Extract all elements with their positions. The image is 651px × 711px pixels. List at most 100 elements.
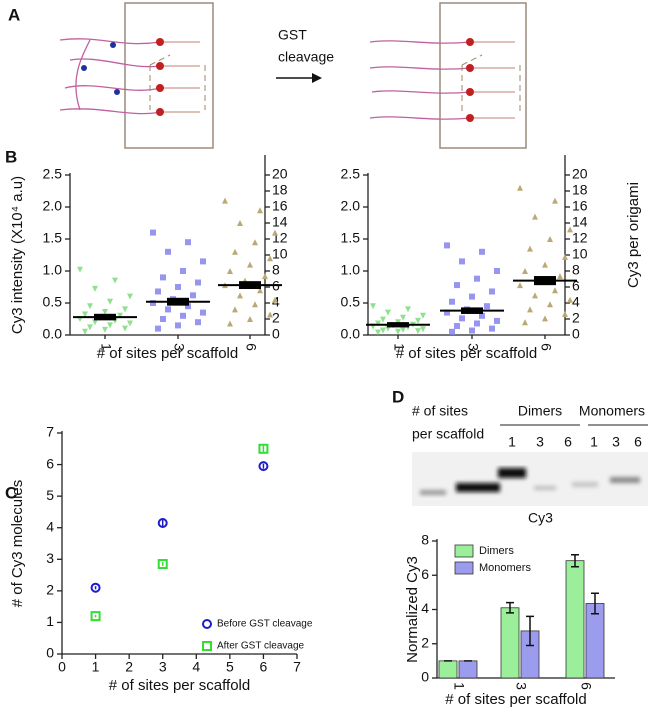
gel-row-label: per scaffold [412,426,484,442]
data-point [272,296,278,303]
legend-label: Monomers [479,562,531,574]
y-tick-label: 1.5 [341,230,361,246]
data-point [127,320,133,327]
y2-tick-label: 14 [572,214,588,230]
data-point [474,275,480,282]
y-tick-label: 0.5 [341,294,361,310]
x-tick-label: 3 [513,682,529,690]
legend-marker [202,641,212,651]
data-point [532,213,538,220]
data-point [542,261,548,268]
data-point [532,292,538,299]
y-tick-label: 2.5 [43,166,63,182]
data-point [567,226,573,233]
data-point [112,277,118,284]
y2-tick-label: 8 [572,262,580,278]
bar [565,560,585,679]
data-point [227,320,233,327]
y-tick-label: 0.0 [43,326,63,342]
y-tick-label: 0 [421,669,429,685]
data-point [195,279,201,286]
data-point [180,312,186,319]
data-point [232,248,238,255]
y2-tick-label: 0 [572,326,580,342]
gel-lane-label: 3 [612,434,620,450]
data-point [150,300,156,306]
data-point [185,303,191,310]
x-axis-label: # of sites per scaffold [445,691,586,708]
y-tick-label: 6 [421,566,429,582]
data-point [247,316,253,322]
data-point [449,298,455,305]
data-point [117,312,123,319]
y2-axis-label: Cy3 per origami [625,182,642,288]
gel-image [412,452,648,506]
data-point [489,288,495,295]
data-point [92,285,98,292]
data-point [272,229,278,236]
data-point [160,316,166,322]
x-tick-label: 1 [92,659,100,675]
data-point [547,301,553,308]
data-point [454,323,460,330]
error-bar [591,592,599,615]
x-tick-label: 1 [98,343,114,351]
x-tick-label: 2 [125,659,133,675]
data-point [155,325,161,332]
data-point [102,308,108,315]
y2-tick-label: 10 [272,246,288,262]
data-point [420,326,426,333]
data-point [395,328,401,335]
y2-tick-label: 2 [272,310,280,326]
x-tick-label: 3 [159,659,167,675]
data-point [107,298,113,305]
data-point [157,517,168,528]
y-tick-label: 1.0 [341,262,361,278]
data-point [77,266,83,273]
gel-group-label: Dimers [518,403,562,419]
data-point [380,316,386,323]
gel-caption: Cy3 [528,510,553,526]
data-point [200,309,206,316]
data-point [459,315,465,322]
data-point [150,229,156,236]
y-tick-label: 0 [46,645,54,661]
panel-label: A [8,5,20,24]
data-point [405,306,411,313]
data-point [449,328,455,335]
data-point [107,322,113,329]
y-tick-label: 7 [46,424,54,440]
scaffold-diagram-after [369,2,527,149]
x-axis-label: # of sites per scaffold [109,677,250,694]
data-point [459,258,465,265]
data-point [87,324,93,331]
y-tick-label: 4 [46,518,54,534]
data-point [522,268,528,274]
arrow-label: cleavage [278,49,334,65]
data-point [552,197,558,204]
data-point [474,320,480,327]
data-point [562,253,568,260]
gel-lane-label: 1 [590,434,598,450]
x-tick-label: 1 [451,682,467,690]
data-point [82,328,88,335]
scaffold-diagram-before [59,2,214,149]
data-point [127,293,133,300]
y-tick-label: 0.0 [341,326,361,342]
y-tick-label: 2.0 [341,198,361,214]
y-tick-label: 2 [421,634,429,650]
y2-tick-label: 6 [572,278,580,294]
x-tick-label: 4 [192,659,200,675]
data-point [165,248,171,255]
data-point [222,197,228,204]
data-point [567,296,573,303]
panel-label: B [5,147,17,166]
data-point [155,288,161,295]
y-tick-label: 4 [421,600,429,616]
data-point [444,309,450,316]
y-tick-label: 1.5 [43,230,63,246]
legend-swatch [454,544,474,558]
data-point [415,328,421,335]
data-point [400,314,406,321]
data-point [90,582,101,593]
